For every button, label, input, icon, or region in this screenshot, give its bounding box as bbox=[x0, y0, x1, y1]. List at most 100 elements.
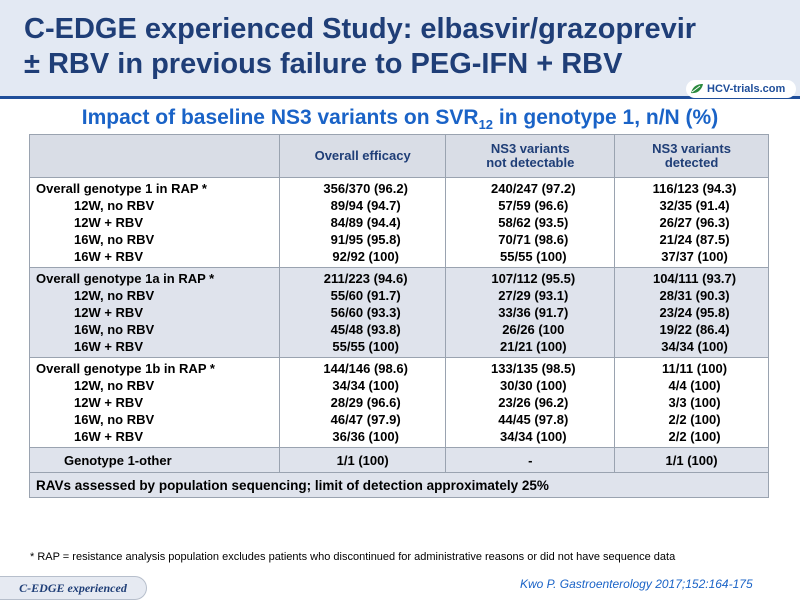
group-label: Overall genotype 1a in RAP * bbox=[36, 271, 215, 286]
table-cell: 11/11 (100) bbox=[662, 361, 728, 376]
table-cell: 356/370 (96.2) bbox=[323, 181, 408, 196]
table-cell: 21/24 (87.5) bbox=[659, 232, 730, 247]
group-1-not-detectable: 240/247 (97.2) 57/59 (96.6) 58/62 (93.5)… bbox=[445, 177, 616, 268]
table-cell: 92/92 (100) bbox=[332, 249, 399, 264]
slide-title-line-2: ± RBV in previous failure to PEG-IFN + R… bbox=[24, 48, 623, 80]
table-cell: 144/146 (98.6) bbox=[323, 361, 408, 376]
subtitle-subscript: 12 bbox=[478, 117, 494, 133]
table-cell: 3/3 (100) bbox=[668, 395, 721, 410]
table-cell: 55/55 (100) bbox=[332, 339, 399, 354]
table-cell: 211/223 (94.6) bbox=[323, 271, 408, 286]
table-cell: 30/30 (100) bbox=[500, 378, 567, 393]
group-1b-not-detectable: 133/135 (98.5) 30/30 (100) 23/26 (96.2) … bbox=[445, 357, 616, 448]
footnote: * RAP = resistance analysis population e… bbox=[30, 551, 676, 563]
arm-label: 16W, no RBV bbox=[74, 412, 155, 427]
arm-label: 12W + RBV bbox=[74, 395, 143, 410]
logo-text: HCV-trials.com bbox=[707, 83, 786, 95]
slide-title: C-EDGE experienced Study: elbasvir/grazo… bbox=[24, 12, 764, 82]
table-cell: 89/94 (94.7) bbox=[330, 198, 401, 213]
table-cell: 56/60 (93.3) bbox=[330, 305, 401, 320]
table-cell: 34/34 (100) bbox=[332, 378, 399, 393]
table-cell: 26/26 (100 bbox=[502, 322, 565, 337]
results-table: Overall efficacy NS3 variants not detect… bbox=[29, 134, 769, 498]
arm-label: 12W + RBV bbox=[74, 305, 143, 320]
table-cell: 55/55 (100) bbox=[500, 249, 567, 264]
table-cell: 2/2 (100) bbox=[668, 412, 721, 427]
table-cell: Genotype 1-other bbox=[29, 447, 280, 473]
title-divider bbox=[0, 96, 800, 99]
table-cell: 91/95 (95.8) bbox=[330, 232, 401, 247]
table-cell: 58/62 (93.5) bbox=[498, 215, 569, 230]
table-cell: 1/1 (100) bbox=[278, 447, 447, 473]
leaf-logo-icon bbox=[691, 84, 703, 94]
rav-note: RAVs assessed by population sequencing; … bbox=[29, 472, 769, 498]
table-cell: - bbox=[445, 447, 616, 473]
table-cell: 116/123 (94.3) bbox=[652, 181, 737, 196]
title-band bbox=[0, 0, 800, 96]
arm-label: 12W, no RBV bbox=[74, 378, 155, 393]
table-cell: 34/34 (100) bbox=[500, 429, 567, 444]
group-1a-labels: Overall genotype 1a in RAP * 12W, no RBV… bbox=[29, 267, 280, 358]
table-cell: 34/34 (100) bbox=[661, 339, 728, 354]
subtitle-main: Impact of baseline NS3 variants on SVR bbox=[81, 106, 479, 129]
group-label: Overall genotype 1 in RAP * bbox=[36, 181, 207, 196]
group-1a-not-detectable: 107/112 (95.5) 27/29 (93.1) 33/36 (91.7)… bbox=[445, 267, 616, 358]
table-cell: 133/135 (98.5) bbox=[491, 361, 576, 376]
table-cell: 27/29 (93.1) bbox=[498, 288, 569, 303]
table-cell: 21/21 (100) bbox=[500, 339, 567, 354]
group-1-detected: 116/123 (94.3) 32/35 (91.4) 26/27 (96.3)… bbox=[614, 177, 769, 268]
header-empty bbox=[29, 134, 280, 178]
table-cell: 23/24 (95.8) bbox=[659, 305, 730, 320]
table-cell: 33/36 (91.7) bbox=[498, 305, 569, 320]
table-cell: 45/48 (93.8) bbox=[330, 322, 401, 337]
group-1-overall: 356/370 (96.2) 89/94 (94.7) 84/89 (94.4)… bbox=[278, 177, 447, 268]
table-cell: 19/22 (86.4) bbox=[659, 322, 730, 337]
table-cell: 57/59 (96.6) bbox=[498, 198, 569, 213]
arm-label: 16W, no RBV bbox=[74, 232, 155, 247]
group-1-labels: Overall genotype 1 in RAP * 12W, no RBV … bbox=[29, 177, 280, 268]
table-cell: 46/47 (97.9) bbox=[330, 412, 401, 427]
group-1a-detected: 104/111 (93.7) 28/31 (90.3) 23/24 (95.8)… bbox=[614, 267, 769, 358]
arm-label: 12W, no RBV bbox=[74, 198, 155, 213]
arm-label: 16W + RBV bbox=[74, 429, 143, 444]
header-not-detectable: NS3 variants not detectable bbox=[445, 134, 616, 178]
table-cell: 4/4 (100) bbox=[668, 378, 721, 393]
table-cell: 23/26 (96.2) bbox=[498, 395, 569, 410]
table-cell: 1/1 (100) bbox=[614, 447, 769, 473]
arm-label: 16W + RBV bbox=[74, 339, 143, 354]
slide-title-line-1: C-EDGE experienced Study: elbasvir/grazo… bbox=[24, 13, 697, 45]
table-cell: 36/36 (100) bbox=[332, 429, 399, 444]
group-1a-overall: 211/223 (94.6) 55/60 (91.7) 56/60 (93.3)… bbox=[278, 267, 447, 358]
hcv-trials-logo: HCV-trials.com bbox=[686, 80, 796, 98]
group-1b-labels: Overall genotype 1b in RAP * 12W, no RBV… bbox=[29, 357, 280, 448]
group-label: Overall genotype 1b in RAP * bbox=[36, 361, 215, 376]
group-genotype-1: Overall genotype 1 in RAP * 12W, no RBV … bbox=[29, 177, 769, 268]
group-1b-overall: 144/146 (98.6) 34/34 (100) 28/29 (96.6) … bbox=[278, 357, 447, 448]
table-cell: 44/45 (97.8) bbox=[498, 412, 569, 427]
table-cell: 104/111 (93.7) bbox=[652, 271, 737, 286]
table-cell: 28/29 (96.6) bbox=[330, 395, 401, 410]
genotype-other-row: Genotype 1-other 1/1 (100) - 1/1 (100) bbox=[29, 447, 769, 473]
table-cell: 240/247 (97.2) bbox=[491, 181, 576, 196]
table-cell: 84/89 (94.4) bbox=[330, 215, 401, 230]
arm-label: 12W + RBV bbox=[74, 215, 143, 230]
table-cell: 28/31 (90.3) bbox=[659, 288, 730, 303]
header-detected: NS3 variants detected bbox=[614, 134, 769, 178]
table-cell: 107/112 (95.5) bbox=[491, 271, 576, 286]
table-cell: 2/2 (100) bbox=[668, 429, 721, 444]
study-badge: C-EDGE experienced bbox=[0, 576, 147, 600]
group-genotype-1b: Overall genotype 1b in RAP * 12W, no RBV… bbox=[29, 357, 769, 448]
group-1b-detected: 11/11 (100) 4/4 (100) 3/3 (100) 2/2 (100… bbox=[614, 357, 769, 448]
table-cell: 32/35 (91.4) bbox=[659, 198, 730, 213]
table-cell: 37/37 (100) bbox=[661, 249, 728, 264]
table-cell: 70/71 (98.6) bbox=[498, 232, 569, 247]
study-badge-label: C-EDGE experienced bbox=[19, 580, 127, 595]
group-genotype-1a: Overall genotype 1a in RAP * 12W, no RBV… bbox=[29, 267, 769, 358]
table-header-row: Overall efficacy NS3 variants not detect… bbox=[29, 134, 769, 178]
header-overall-efficacy: Overall efficacy bbox=[278, 134, 447, 178]
arm-label: 12W, no RBV bbox=[74, 288, 155, 303]
table-cell: 55/60 (91.7) bbox=[330, 288, 401, 303]
citation: Kwo P. Gastroenterology 2017;152:164-175 bbox=[520, 577, 753, 591]
table-cell: 26/27 (96.3) bbox=[659, 215, 730, 230]
arm-label: 16W, no RBV bbox=[74, 322, 155, 337]
